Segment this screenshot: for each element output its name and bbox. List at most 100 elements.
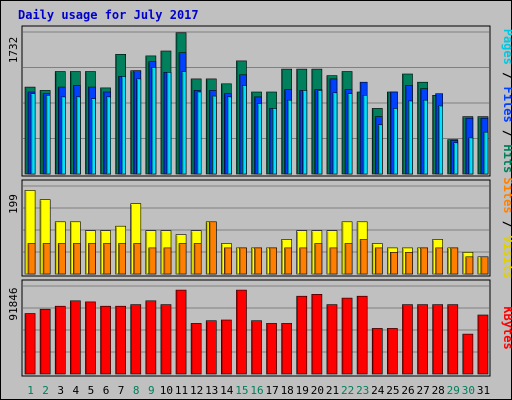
bar-kbytes-day-26 xyxy=(402,304,413,375)
bar-sites-day-1 xyxy=(27,243,36,275)
day-label: 18 xyxy=(281,384,294,397)
bar-pages-day-22 xyxy=(347,93,353,175)
bar-sites-day-22 xyxy=(344,243,353,275)
bar-pages-day-18 xyxy=(287,99,293,175)
legend-label-visits: Visits xyxy=(501,235,512,278)
bar-pages-day-19 xyxy=(302,90,308,175)
bar-pages-day-23 xyxy=(362,95,368,175)
legend-label-pages: Pages xyxy=(501,29,512,65)
axis-max-label: 199 xyxy=(7,194,20,214)
bar-pages-day-21 xyxy=(332,92,338,175)
bar-kbytes-day-3 xyxy=(54,305,66,375)
bar-pages-day-8 xyxy=(136,78,142,175)
bar-kbytes-day-15 xyxy=(236,289,247,375)
legend-label-kbytes: KBytes xyxy=(501,306,512,349)
panel-top: 1732 Pages / Files / Hits xyxy=(7,25,512,177)
bar-pages-day-12 xyxy=(196,91,202,175)
day-label: 1 xyxy=(27,384,34,397)
bar-pages-day-14 xyxy=(227,96,232,175)
bar-sites-day-25 xyxy=(389,252,398,275)
bar-kbytes-day-9 xyxy=(145,300,157,375)
bar-sites-day-6 xyxy=(103,243,111,275)
day-label: 22 xyxy=(341,384,354,397)
legend-label-hits: Hits xyxy=(501,144,512,173)
bar-kbytes-day-24 xyxy=(371,328,383,375)
day-label: 16 xyxy=(250,384,263,397)
day-label: 28 xyxy=(432,384,445,397)
day-label: 2 xyxy=(42,384,49,397)
chart-title: Daily usage for July 2017 xyxy=(18,8,199,22)
bar-sites-day-24 xyxy=(374,247,383,275)
bar-sites-day-19 xyxy=(299,247,308,275)
day-label: 24 xyxy=(371,384,385,397)
bar-sites-day-15 xyxy=(239,247,247,275)
bar-pages-day-3 xyxy=(60,96,66,175)
day-label: 4 xyxy=(72,384,79,397)
legend-separator: / xyxy=(501,214,512,236)
day-label: 13 xyxy=(205,384,218,397)
day-label: 5 xyxy=(88,384,95,397)
bar-pages-day-20 xyxy=(317,90,323,175)
bar-pages-day-1 xyxy=(30,93,36,175)
bar-sites-day-7 xyxy=(118,243,126,275)
bar-sites-day-28 xyxy=(435,247,444,275)
bar-sites-day-10 xyxy=(163,247,172,275)
bar-kbytes-day-4 xyxy=(70,300,81,375)
bar-kbytes-day-6 xyxy=(100,305,111,375)
bar-sites-day-31 xyxy=(480,256,489,275)
bar-kbytes-day-19 xyxy=(296,295,308,375)
bar-sites-day-13 xyxy=(208,221,217,275)
bar-pages-day-30 xyxy=(468,137,474,175)
bar-pages-day-5 xyxy=(91,98,96,175)
day-label: 29 xyxy=(447,384,460,397)
bar-kbytes-day-2 xyxy=(39,308,51,375)
legend-separator: / xyxy=(501,65,512,87)
bar-sites-day-16 xyxy=(254,247,262,275)
bar-pages-day-25 xyxy=(392,108,398,175)
legend-label-sites: Sites xyxy=(501,177,512,213)
bar-kbytes-day-22 xyxy=(341,297,353,375)
bar-kbytes-day-8 xyxy=(130,304,142,375)
panel-bottom: 91846 KBytes xyxy=(7,279,512,377)
bar-sites-day-11 xyxy=(178,243,187,275)
bar-pages-day-13 xyxy=(211,95,217,175)
day-label: 25 xyxy=(386,384,399,397)
day-label: 30 xyxy=(462,384,475,397)
bar-kbytes-day-23 xyxy=(356,295,368,375)
day-label: 23 xyxy=(356,384,369,397)
day-label: 12 xyxy=(190,384,203,397)
bar-pages-day-10 xyxy=(166,72,172,175)
bar-sites-day-14 xyxy=(224,247,232,275)
bar-sites-day-3 xyxy=(57,243,66,275)
bar-kbytes-day-30 xyxy=(462,333,474,375)
series-legend-middle: Sites / Visits xyxy=(501,177,512,278)
bar-kbytes-day-7 xyxy=(115,305,126,375)
bar-sites-day-29 xyxy=(450,247,459,275)
day-label: 6 xyxy=(103,384,110,397)
bar-pages-day-29 xyxy=(453,142,459,175)
bar-kbytes-day-21 xyxy=(326,304,338,375)
day-label: 10 xyxy=(160,384,173,397)
bar-pages-day-28 xyxy=(438,105,444,175)
bar-sites-day-5 xyxy=(88,243,96,275)
day-label: 7 xyxy=(118,384,125,397)
bar-kbytes-day-16 xyxy=(251,320,262,375)
bar-kbytes-day-10 xyxy=(160,304,172,375)
legend-separator: / xyxy=(501,123,512,145)
bar-kbytes-day-27 xyxy=(417,304,428,375)
bar-sites-day-17 xyxy=(269,247,277,275)
bar-kbytes-day-17 xyxy=(266,323,277,375)
bar-sites-day-26 xyxy=(405,252,413,275)
bar-sites-day-2 xyxy=(42,243,51,275)
bar-kbytes-day-20 xyxy=(311,293,323,375)
bar-kbytes-day-11 xyxy=(175,289,187,375)
bar-kbytes-day-14 xyxy=(221,319,232,375)
bar-sites-day-30 xyxy=(465,256,474,275)
bar-sites-day-23 xyxy=(359,239,368,275)
bar-pages-day-24 xyxy=(377,124,383,175)
day-label: 31 xyxy=(477,384,490,397)
bar-pages-day-4 xyxy=(76,96,81,175)
axis-max-label: 91846 xyxy=(7,287,20,320)
bar-pages-day-31 xyxy=(483,131,489,175)
